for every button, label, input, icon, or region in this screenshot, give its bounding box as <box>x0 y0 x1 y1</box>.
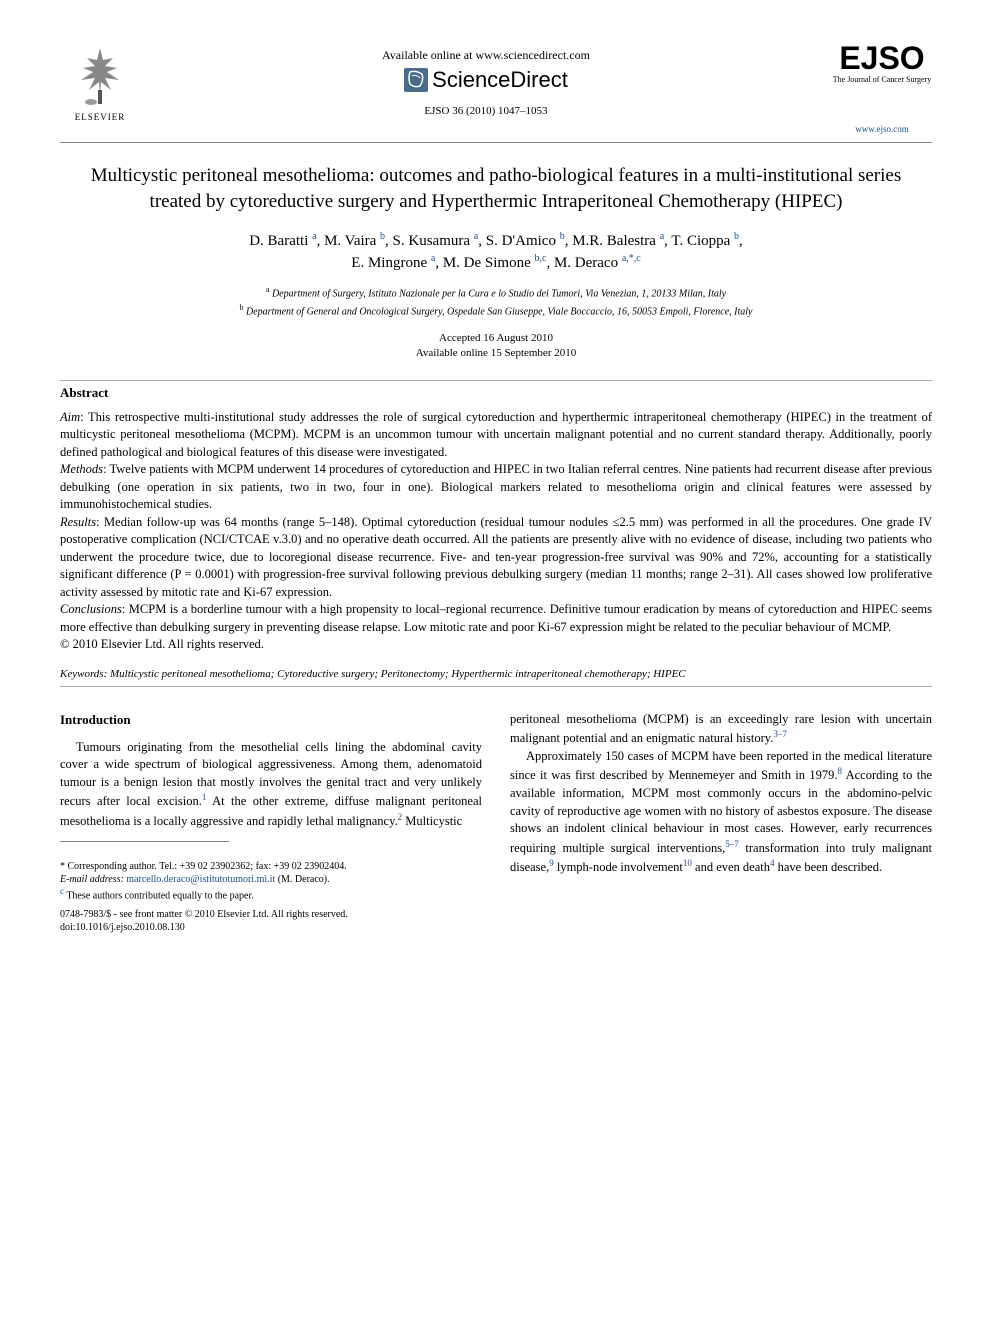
intro-paragraph-1: Tumours originating from the mesothelial… <box>60 739 482 831</box>
accepted-date: Accepted 16 August 2010 <box>60 331 932 346</box>
affiliations: a Department of Surgery, Istituto Nazion… <box>60 284 932 319</box>
methods-label: Methods <box>60 462 103 476</box>
results-text: : Median follow-up was 64 months (range … <box>60 515 932 599</box>
author: D. Baratti a <box>249 233 316 249</box>
author: M. Deraco a,*,c <box>554 255 641 271</box>
conclusions-text: : MCPM is a borderline tumour with a hig… <box>60 602 932 634</box>
author: T. Cioppa b <box>671 233 739 249</box>
email-link[interactable]: marcello.deraco@istitutotumori.mi.it <box>126 874 275 885</box>
conclusions-label: Conclusions <box>60 602 122 616</box>
sciencedirect-logo: ScienceDirect <box>140 67 832 93</box>
online-date: Available online 15 September 2010 <box>60 346 932 361</box>
ref-3-7[interactable]: 3–7 <box>773 729 787 739</box>
aim-label: Aim <box>60 410 80 424</box>
keywords-label: Keywords: <box>60 668 107 680</box>
aim-text: : This retrospective multi-institutional… <box>60 410 932 459</box>
ref-10[interactable]: 10 <box>683 858 692 868</box>
elsevier-logo: ELSEVIER <box>60 40 140 122</box>
intro-continuation: peritoneal mesothelioma (MCPM) is an exc… <box>510 711 932 748</box>
copyright-footer: 0748-7983/$ - see front matter © 2010 El… <box>60 908 482 934</box>
abstract-top-divider <box>60 380 932 381</box>
issn-line: 0748-7983/$ - see front matter © 2010 El… <box>60 908 482 921</box>
column-left: Introduction Tumours originating from th… <box>60 711 482 934</box>
page-header: ELSEVIER Available online at www.science… <box>60 40 932 134</box>
ejso-logo: EJSO The Journal of Cancer Surgery www.e… <box>832 40 932 134</box>
author: S. D'Amico b <box>486 233 565 249</box>
doi-line: doi:10.1016/j.ejso.2010.08.130 <box>60 921 482 934</box>
author: M.R. Balestra a <box>572 233 664 249</box>
ejso-url[interactable]: www.ejso.com <box>832 124 932 134</box>
results-label: Results <box>60 515 96 529</box>
elsevier-label: ELSEVIER <box>75 112 126 122</box>
corresponding-author: * Corresponding author. Tel.: +39 02 239… <box>60 860 482 873</box>
equal-contribution: c These authors contributed equally to t… <box>60 886 482 902</box>
keywords: Keywords: Multicystic peritoneal mesothe… <box>60 668 932 680</box>
email-line: E-mail address: marcello.deraco@istituto… <box>60 873 482 886</box>
article-title: Multicystic peritoneal mesothelioma: out… <box>80 163 912 214</box>
publication-dates: Accepted 16 August 2010 Available online… <box>60 331 932 362</box>
abstract-bottom-divider <box>60 686 932 687</box>
column-right: peritoneal mesothelioma (MCPM) is an exc… <box>510 711 932 934</box>
footnote-divider <box>60 841 229 842</box>
sciencedirect-icon <box>404 68 428 92</box>
footnotes: * Corresponding author. Tel.: +39 02 239… <box>60 860 482 902</box>
author: M. Vaira b <box>324 233 385 249</box>
abstract-copyright: © 2010 Elsevier Ltd. All rights reserved… <box>60 636 932 654</box>
authors-block: D. Baratti a, M. Vaira b, S. Kusamura a,… <box>60 230 932 274</box>
introduction-heading: Introduction <box>60 711 482 729</box>
abstract-body: Aim: This retrospective multi-institutio… <box>60 409 932 654</box>
body-columns: Introduction Tumours originating from th… <box>60 711 932 934</box>
elsevier-tree-icon <box>65 40 135 110</box>
sciencedirect-text: ScienceDirect <box>432 67 568 93</box>
author: M. De Simone b,c <box>443 255 547 271</box>
author: S. Kusamura a <box>393 233 479 249</box>
methods-text: : Twelve patients with MCPM underwent 14… <box>60 462 932 511</box>
ejso-abbrev: EJSO <box>832 40 932 77</box>
available-online-text: Available online at www.sciencedirect.co… <box>140 48 832 63</box>
keywords-text: Multicystic peritoneal mesothelioma; Cyt… <box>107 668 685 680</box>
header-divider <box>60 142 932 143</box>
abstract-heading: Abstract <box>60 385 932 401</box>
ref-5-7[interactable]: 5–7 <box>725 839 739 849</box>
ejso-subtitle: The Journal of Cancer Surgery <box>832 75 932 84</box>
author: E. Mingrone a <box>351 255 435 271</box>
citation: EJSO 36 (2010) 1047–1053 <box>140 105 832 117</box>
header-center: Available online at www.sciencedirect.co… <box>140 40 832 125</box>
intro-paragraph-2: Approximately 150 cases of MCPM have bee… <box>510 748 932 877</box>
